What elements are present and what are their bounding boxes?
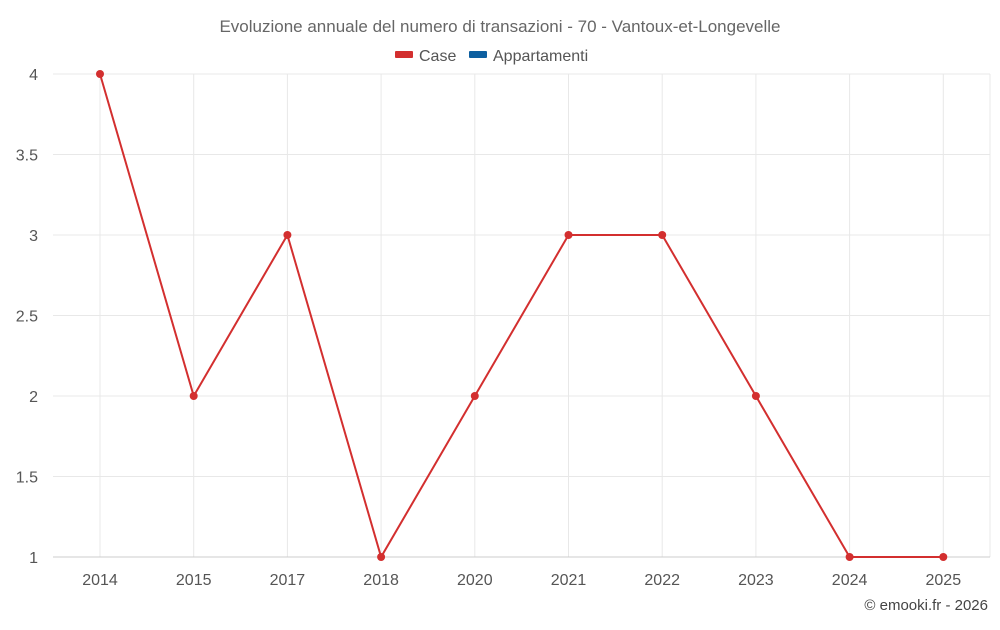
x-tick-label: 2025 xyxy=(926,572,962,589)
legend-item-case[interactable]: Case xyxy=(395,48,456,65)
y-tick-label: 2.5 xyxy=(16,309,38,326)
credit-text: © emooki.fr - 2026 xyxy=(864,597,988,614)
grid xyxy=(53,73,991,558)
y-tick-label: 3.5 xyxy=(16,148,38,165)
data-point-2020[interactable] xyxy=(470,392,479,400)
data-point-2018[interactable] xyxy=(377,553,386,561)
y-tick-label: 1 xyxy=(29,550,38,567)
data-point-2015[interactable] xyxy=(189,392,198,400)
y-tick-label: 3 xyxy=(29,228,38,245)
legend-item-appartamenti[interactable]: Appartamenti xyxy=(469,48,588,65)
data-point-2017[interactable] xyxy=(283,231,292,239)
series-case xyxy=(96,70,948,561)
data-point-2024[interactable] xyxy=(845,553,854,561)
x-tick-label: 2014 xyxy=(82,572,118,589)
x-tick-label: 2021 xyxy=(551,572,587,589)
legend: Case Appartamenti xyxy=(395,48,588,65)
data-point-2014[interactable] xyxy=(96,70,104,78)
legend-swatch-appartamenti xyxy=(469,51,487,58)
y-tick-label: 1.5 xyxy=(16,470,38,487)
x-tick-label: 2017 xyxy=(270,572,306,589)
data-point-2021[interactable] xyxy=(564,231,573,239)
data-point-2023[interactable] xyxy=(751,392,760,400)
y-tick-label: 4 xyxy=(29,67,38,84)
x-tick-label: 2023 xyxy=(738,572,774,589)
x-tick-label: 2022 xyxy=(644,572,680,589)
x-tick-label: 2024 xyxy=(832,572,868,589)
x-tick-label: 2015 xyxy=(176,572,212,589)
x-tick-label: 2018 xyxy=(363,572,399,589)
y-tick-label: 2 xyxy=(29,389,38,406)
legend-label-appartamenti: Appartamenti xyxy=(493,48,588,65)
chart-title: Evoluzione annuale del numero di transaz… xyxy=(219,17,780,36)
legend-swatch-case xyxy=(395,51,413,58)
data-point-2022[interactable] xyxy=(658,231,667,239)
x-tick-label: 2020 xyxy=(457,572,493,589)
y-axis: 1 1.5 2 2.5 3 3.5 4 xyxy=(16,67,38,567)
legend-label-case: Case xyxy=(419,48,456,65)
data-point-2025[interactable] xyxy=(939,553,948,561)
x-axis: 2014 2015 2017 2018 2020 2021 2022 2023 2024 2025 xyxy=(53,556,990,589)
series-line-case xyxy=(99,73,944,558)
